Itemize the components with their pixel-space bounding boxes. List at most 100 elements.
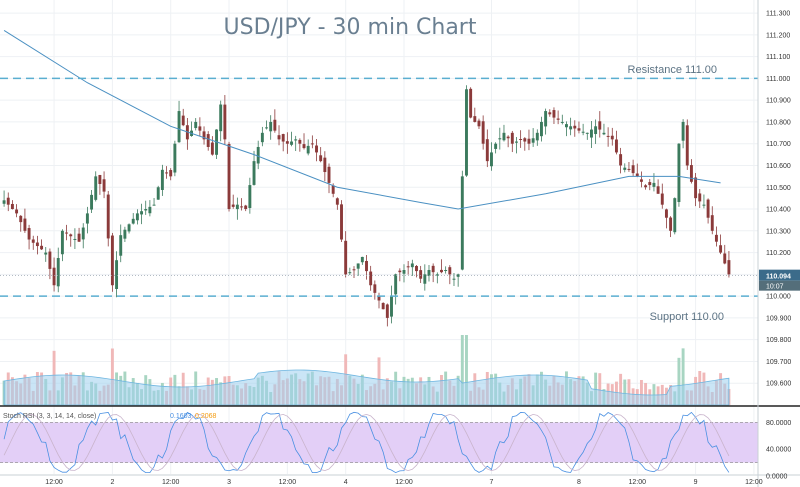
candle-body	[498, 138, 502, 140]
candle-body	[260, 132, 264, 143]
candle-body	[160, 169, 164, 190]
y-tick-label: 110.500	[766, 185, 791, 192]
candle-body	[502, 132, 506, 141]
countdown-tag-label: 10:07	[766, 284, 784, 291]
candle-body	[315, 145, 318, 153]
candle-body	[169, 170, 173, 177]
candle-body	[706, 199, 710, 218]
candle-body	[94, 176, 98, 200]
candle-body	[444, 270, 448, 271]
candle-body	[356, 263, 360, 269]
candle-body	[519, 138, 523, 140]
candle-body	[252, 161, 256, 185]
candle-body	[173, 143, 177, 173]
x-tick-label: 12:00	[745, 479, 763, 486]
x-tick-label: 7	[490, 479, 494, 486]
candle-body	[348, 272, 352, 274]
x-tick-label: 9	[694, 479, 698, 486]
candle-body	[639, 179, 643, 182]
candle-body	[723, 253, 727, 264]
indicator-tick-label: 0.0000	[766, 474, 788, 481]
candle-body	[431, 265, 435, 273]
candle-body	[294, 139, 298, 141]
countdown-tag-box	[759, 280, 800, 291]
candle-body	[2, 200, 6, 204]
candle-body	[135, 213, 139, 221]
candle-body	[23, 218, 27, 231]
candle-body	[365, 260, 368, 272]
candle-body	[265, 127, 268, 129]
candle-body	[60, 230, 64, 255]
candle-body	[394, 274, 398, 295]
candle-body	[573, 125, 577, 129]
candle-body	[119, 235, 123, 256]
candle-body	[544, 111, 548, 127]
x-tick-label: 12:00	[279, 479, 297, 486]
candle-body	[577, 128, 581, 131]
volume-bar	[619, 373, 623, 405]
volume-layer	[2, 335, 731, 406]
y-tick-label: 110.600	[766, 163, 791, 170]
candle-body	[27, 228, 31, 240]
candle-body	[535, 132, 539, 141]
candle-body	[210, 142, 214, 155]
candle-body	[581, 131, 585, 133]
candle-body	[423, 274, 427, 284]
moving-average-line	[3, 30, 721, 210]
candle-body	[127, 224, 131, 232]
candle-body	[594, 126, 598, 135]
candle-body	[52, 267, 56, 286]
ma-layer	[3, 30, 721, 210]
indicator-band	[0, 422, 758, 463]
candle-body	[469, 88, 473, 118]
candle-body	[415, 265, 418, 272]
y-tick-label: 110.700	[766, 141, 791, 148]
candle-body	[302, 144, 306, 149]
candle-body	[331, 185, 335, 194]
candle-body	[719, 245, 723, 253]
y-tick-label: 110.800	[766, 119, 791, 126]
volume-bar	[594, 372, 598, 405]
candle-body	[123, 229, 127, 239]
volume-bar	[598, 373, 602, 405]
volume-bar	[110, 348, 114, 405]
candle-body	[56, 258, 60, 287]
candle-body	[485, 139, 489, 162]
candle-body	[614, 139, 618, 153]
indicator-d-value: 0.2068	[195, 413, 217, 420]
candle-body	[398, 270, 402, 273]
candle-body	[556, 118, 560, 120]
volume-bar	[465, 335, 468, 405]
resistance-label: Resistance 111.00	[628, 64, 717, 76]
candle-body	[323, 157, 327, 173]
candle-body	[202, 131, 206, 140]
candle-body	[340, 204, 343, 240]
candle-body	[694, 177, 698, 199]
candle-body	[710, 215, 714, 231]
candle-body	[131, 218, 135, 224]
candle-body	[102, 179, 106, 192]
candle-body	[10, 203, 14, 210]
candle-body	[481, 121, 485, 144]
x-tick-label: 12:00	[395, 479, 413, 486]
candle-body	[152, 204, 156, 206]
candle-body	[69, 234, 73, 237]
candle-body	[552, 110, 556, 118]
candle-body	[631, 165, 635, 174]
y-tick-label: 109.600	[766, 381, 791, 388]
price-tag-box	[759, 269, 800, 281]
candle-body	[181, 115, 185, 126]
candle-body	[19, 215, 23, 223]
candle-body	[306, 145, 310, 154]
candle-body	[6, 197, 10, 205]
candle-body	[327, 166, 331, 183]
candle-body	[473, 116, 477, 122]
x-tick-label: 12:00	[629, 479, 647, 486]
candle-body	[73, 238, 77, 240]
candle-body	[48, 251, 52, 269]
candle-body	[373, 284, 377, 293]
candle-body	[98, 174, 102, 184]
indicator-tick-label: 80.0000	[766, 420, 791, 427]
candle-body	[490, 152, 493, 167]
